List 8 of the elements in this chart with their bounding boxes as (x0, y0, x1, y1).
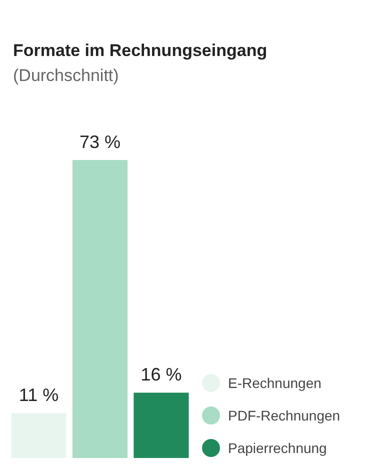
data-label: 11 % (18, 385, 59, 406)
data-label: 73 % (79, 132, 121, 152)
legend-label: Papierrechnung (228, 440, 327, 456)
data-label: 16 % (140, 364, 182, 385)
chart-subtitle: (Durchschnitt) (13, 66, 119, 85)
chart-title: Formate im Rechnungseingang (13, 41, 268, 60)
legend-label: PDF-Rechnungen (228, 408, 340, 424)
legend-label: E-Rechnungen (228, 375, 322, 391)
